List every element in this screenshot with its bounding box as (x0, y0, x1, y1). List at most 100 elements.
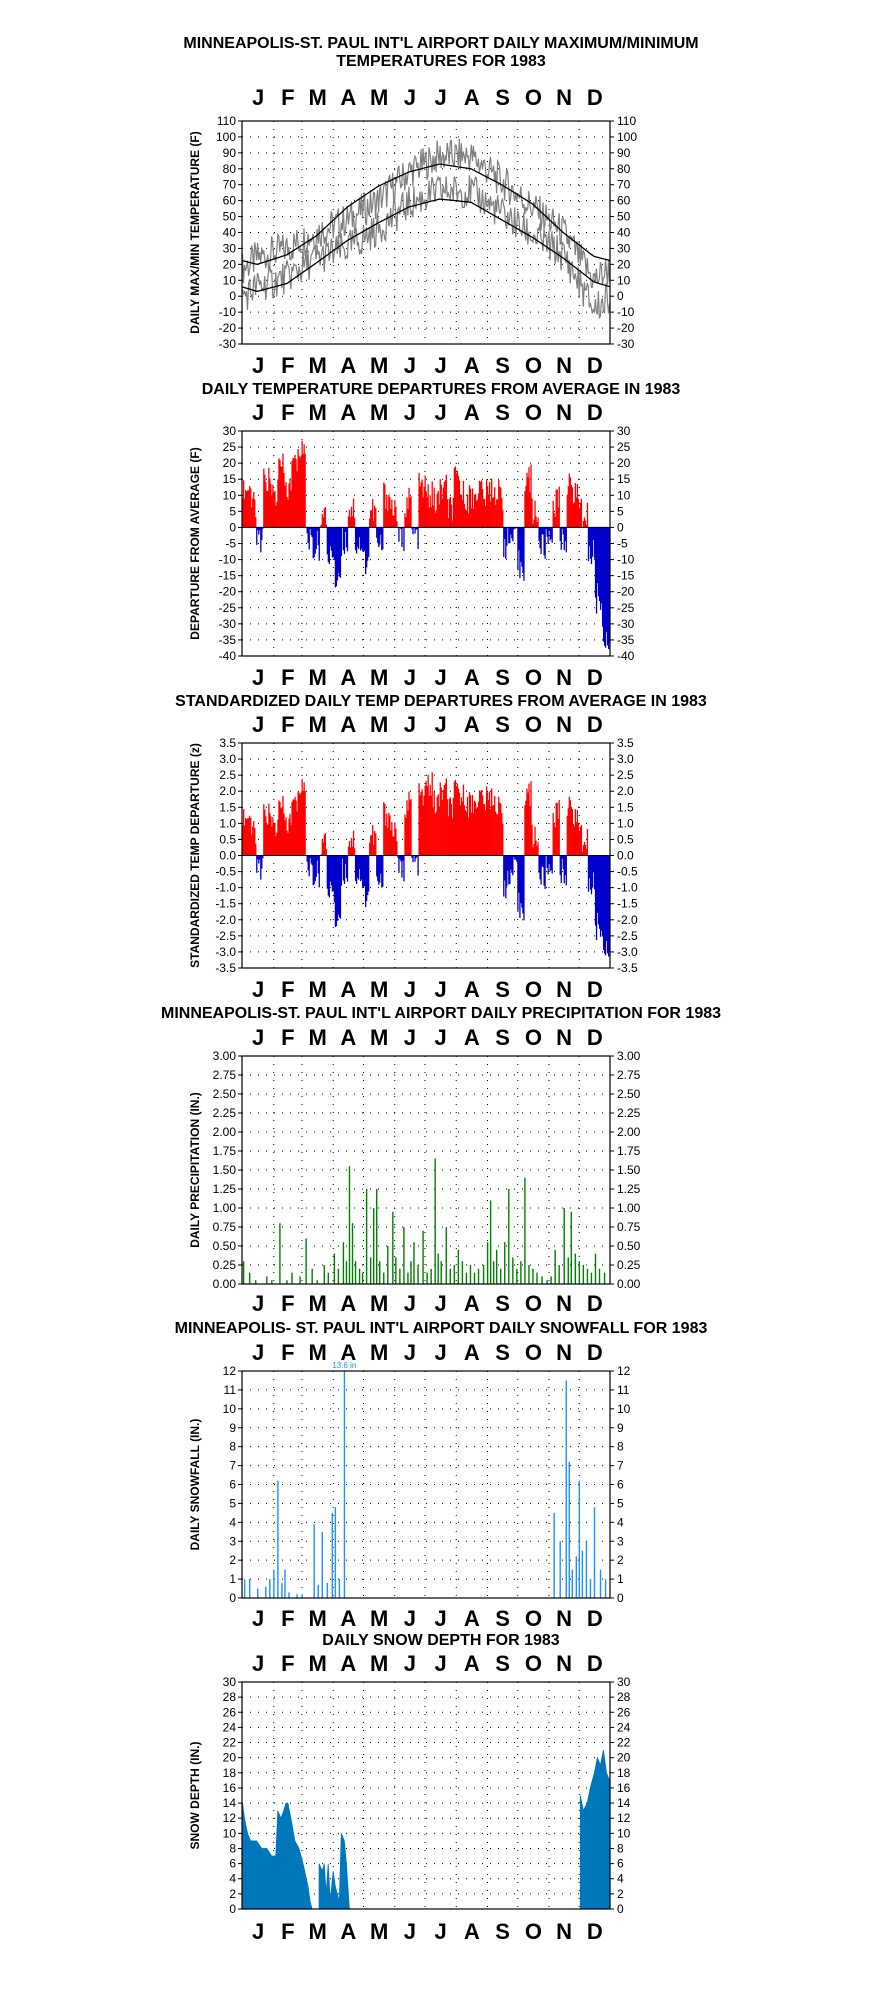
departure-bar (604, 527, 607, 648)
departure-bar (524, 805, 526, 856)
departure-bar (368, 855, 370, 892)
departure-bar (606, 527, 609, 646)
departure-bar (420, 791, 422, 856)
y-tick-label-left: 0.0 (219, 849, 236, 863)
departure-bar (466, 494, 469, 528)
month-label-bottom: D (587, 977, 603, 1002)
departure-bar (589, 855, 592, 890)
departure-bar (306, 855, 308, 862)
departure-bar (255, 517, 257, 528)
series-snowdepth (242, 1750, 610, 1910)
month-label-bottom: O (525, 1606, 542, 1631)
month-label-top: F (281, 1340, 294, 1365)
snowfall-bar (593, 1507, 596, 1598)
departure-bar (300, 792, 302, 856)
departure-bar (492, 497, 494, 528)
departure-bar (242, 825, 244, 856)
departure-bar (284, 485, 286, 528)
departure-bar (570, 484, 572, 528)
departure-bar (295, 459, 297, 528)
month-label-bottom: A (340, 1291, 356, 1316)
departure-bar (381, 855, 383, 888)
precip-bar (508, 1189, 510, 1284)
departure-bar (274, 490, 276, 528)
departure-bar (258, 527, 260, 535)
departure-bar (362, 855, 365, 888)
departure-bar (377, 527, 379, 543)
y-tick-label-right: -30 (617, 337, 635, 351)
departure-bar (434, 813, 436, 856)
departure-bar (282, 796, 284, 856)
y-tick-label-right: -20 (617, 321, 635, 335)
departure-bar (444, 480, 446, 528)
departure-bar (509, 527, 511, 544)
departure-bar (406, 800, 408, 856)
departure-bar (535, 840, 537, 856)
departure-bar (583, 842, 586, 856)
departure-bar (339, 527, 342, 578)
departure-bar (604, 855, 607, 956)
departure-bar (392, 836, 394, 856)
snowfall-bar (578, 1480, 581, 1598)
departure-bar (316, 527, 318, 531)
departure-bar (254, 827, 256, 856)
departure-bar (441, 498, 443, 528)
departure-bar (587, 855, 590, 892)
y-tick-label-right: 7 (617, 1459, 624, 1473)
precip-bar (440, 1261, 442, 1284)
departure-bar (440, 787, 442, 856)
snowfall-bar (334, 1507, 337, 1598)
snowfall-bar (559, 1541, 561, 1598)
departure-bar (324, 507, 326, 528)
y-tick-label-right: 30 (617, 241, 631, 255)
departure-bar (355, 527, 358, 554)
departure-bar (384, 484, 386, 528)
departure-bar (334, 527, 337, 588)
y-tick-label-left: 5 (229, 1496, 236, 1510)
departure-bar (544, 855, 546, 889)
precip-bar (461, 1261, 464, 1284)
month-label-bottom: J (252, 1919, 264, 1944)
y-tick-label-left: -0.5 (215, 865, 236, 879)
y-tick-label-right: -40 (617, 649, 635, 663)
month-label-bottom: S (495, 1291, 510, 1316)
y-tick-label-right: 2.50 (617, 1087, 641, 1101)
y-tick-label-left: 12 (223, 1364, 237, 1378)
departure-bar (312, 855, 314, 886)
chart-title: DAILY SNOW DEPTH FOR 1983 (322, 1632, 559, 1649)
departure-bar (516, 855, 518, 862)
departure-bar (411, 855, 413, 858)
y-tick-label-right: -2.5 (617, 929, 638, 943)
departure-bar (469, 795, 472, 856)
month-label-bottom: M (308, 1919, 326, 1944)
departure-bar (378, 855, 380, 885)
month-label-bottom: M (370, 977, 388, 1002)
departure-bar (453, 781, 456, 856)
departure-bar (581, 851, 584, 856)
departure-bar (407, 810, 409, 856)
y-tick-label-right: 0 (617, 1902, 624, 1916)
departure-bar (372, 825, 374, 856)
y-tick-label-left: 8 (229, 1440, 236, 1454)
y-tick-label-left: -30 (219, 337, 237, 351)
month-label-top: O (525, 1025, 542, 1050)
departure-bar (304, 790, 306, 856)
y-tick-label-left: -35 (219, 633, 237, 647)
departure-bar (561, 527, 563, 529)
y-tick-label-right: 20 (617, 456, 631, 470)
departure-bar (537, 517, 539, 528)
precip-bar (558, 1265, 560, 1284)
departure-bar (552, 813, 554, 856)
departure-bar (371, 510, 373, 528)
departure-bar (261, 527, 263, 541)
departure-bar (255, 843, 257, 856)
departure-bar (549, 527, 551, 541)
chart-title: DAILY TEMPERATURE DEPARTURES FROM AVERAG… (202, 381, 681, 398)
month-label-bottom: O (525, 977, 542, 1002)
precip-bar (361, 1272, 364, 1284)
month-label-bottom: F (281, 353, 294, 378)
y-tick-label-left: 15 (223, 472, 237, 486)
departure-bar (385, 508, 387, 528)
snowfall-bar (321, 1531, 323, 1598)
snowfall-bar (326, 1582, 328, 1598)
